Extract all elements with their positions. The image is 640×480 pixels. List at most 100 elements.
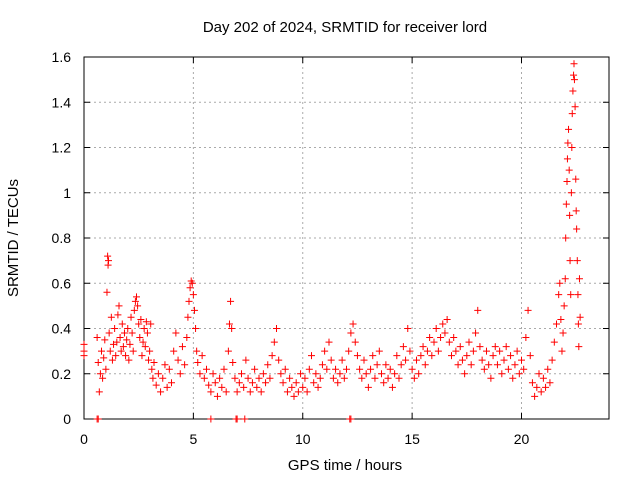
- data-point: [227, 298, 234, 305]
- data-point: [238, 370, 245, 377]
- data-point: [358, 375, 365, 382]
- data-point: [207, 388, 214, 395]
- data-point: [148, 366, 155, 373]
- data-point: [125, 357, 132, 364]
- data-point: [572, 176, 579, 183]
- x-tick-label: 10: [295, 431, 311, 447]
- data-point: [105, 257, 112, 264]
- data-point: [536, 370, 543, 377]
- data-point: [184, 314, 191, 321]
- data-point: [293, 379, 300, 386]
- data-point: [575, 343, 582, 350]
- data-point: [241, 416, 248, 423]
- data-point: [568, 144, 575, 151]
- data-point: [529, 379, 536, 386]
- data-point: [81, 352, 88, 359]
- data-point: [566, 212, 573, 219]
- y-axis-label: SRMTID / TECUs: [5, 179, 22, 297]
- data-point: [123, 336, 130, 343]
- data-point: [562, 275, 569, 282]
- data-point: [326, 339, 333, 346]
- data-point: [563, 201, 570, 208]
- data-point: [251, 366, 258, 373]
- data-point: [428, 352, 435, 359]
- data-point: [569, 87, 576, 94]
- data-point: [382, 361, 389, 368]
- data-point: [426, 334, 433, 341]
- data-point: [538, 388, 545, 395]
- data-point: [549, 357, 556, 364]
- data-point: [507, 352, 514, 359]
- data-point: [301, 375, 308, 382]
- data-point: [157, 388, 164, 395]
- data-point: [190, 291, 197, 298]
- data-point: [159, 375, 166, 382]
- y-tick-label: 1.4: [52, 94, 72, 110]
- data-point: [323, 366, 330, 373]
- data-point: [207, 416, 214, 423]
- data-point: [170, 348, 177, 355]
- data-point: [483, 348, 490, 355]
- data-point: [568, 189, 575, 196]
- data-point: [288, 384, 295, 391]
- data-point: [380, 379, 387, 386]
- data-point: [121, 330, 128, 337]
- data-point: [572, 103, 579, 110]
- data-point: [565, 126, 572, 133]
- data-point: [356, 366, 363, 373]
- data-point: [560, 330, 567, 337]
- data-point: [558, 348, 565, 355]
- data-point: [321, 348, 328, 355]
- data-point: [282, 366, 289, 373]
- data-point: [245, 375, 252, 382]
- data-point: [229, 359, 236, 366]
- y-tick-label: 0.2: [52, 366, 72, 382]
- data-point: [555, 291, 562, 298]
- data-point: [396, 375, 403, 382]
- data-point: [212, 379, 219, 386]
- data-point: [328, 357, 335, 364]
- x-tick-label: 20: [514, 431, 530, 447]
- data-point: [277, 370, 284, 377]
- data-point: [575, 320, 582, 327]
- data-point: [369, 352, 376, 359]
- data-point: [183, 334, 190, 341]
- data-point: [567, 291, 574, 298]
- data-point: [567, 257, 574, 264]
- x-tick-label: 15: [404, 431, 420, 447]
- data-point: [96, 388, 103, 395]
- data-point: [240, 384, 247, 391]
- data-point: [284, 388, 291, 395]
- data-point: [104, 253, 111, 260]
- data-point: [269, 352, 276, 359]
- data-point: [186, 298, 193, 305]
- y-tick-label: 1.6: [52, 49, 72, 65]
- data-point: [553, 320, 560, 327]
- data-point: [271, 339, 278, 346]
- data-point: [286, 375, 293, 382]
- y-tick-label: 0.6: [52, 275, 72, 291]
- data-point: [218, 384, 225, 391]
- data-point: [332, 366, 339, 373]
- data-point: [179, 343, 186, 350]
- data-point: [144, 330, 151, 337]
- data-point: [106, 330, 113, 337]
- data-point: [371, 375, 378, 382]
- data-point: [450, 334, 457, 341]
- y-tick-label: 1.2: [52, 140, 72, 156]
- data-point: [242, 357, 249, 364]
- data-point: [295, 388, 302, 395]
- data-point: [574, 291, 581, 298]
- data-point: [574, 257, 581, 264]
- data-point: [339, 357, 346, 364]
- data-point: [503, 343, 510, 350]
- data-point: [275, 357, 282, 364]
- data-point: [153, 382, 160, 389]
- data-point: [352, 339, 359, 346]
- data-point: [422, 361, 429, 368]
- data-point: [365, 384, 372, 391]
- data-point: [577, 314, 584, 321]
- data-point: [196, 370, 203, 377]
- data-point: [437, 334, 444, 341]
- data-point: [374, 361, 381, 368]
